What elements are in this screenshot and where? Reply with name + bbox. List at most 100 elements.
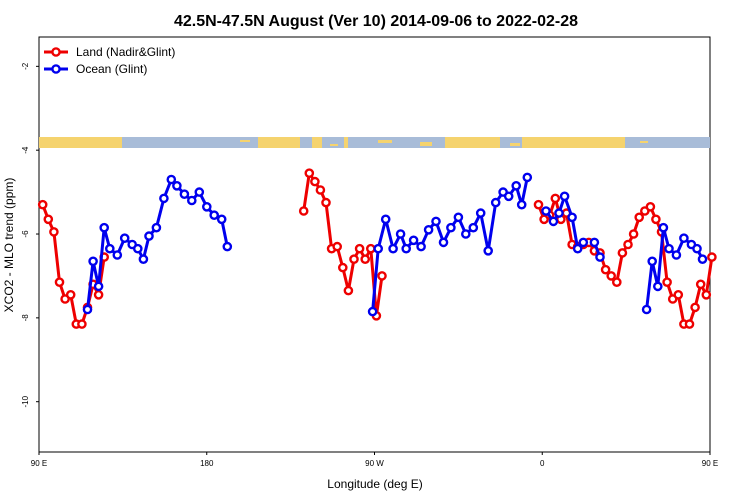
data-point	[623, 239, 633, 250]
data-point	[65, 289, 76, 300]
y-tick-label: -4	[21, 146, 30, 154]
data-point	[559, 191, 570, 202]
mask-land-band	[344, 137, 348, 148]
data-point	[589, 237, 600, 248]
data-point	[179, 189, 190, 199]
data-point	[105, 243, 115, 254]
data-point	[554, 208, 564, 218]
data-point	[112, 250, 123, 260]
mask-land-band	[522, 137, 625, 148]
series-line	[86, 178, 229, 310]
data-point	[93, 281, 104, 292]
data-point	[490, 197, 501, 208]
data-point	[82, 304, 93, 315]
data-point	[337, 262, 348, 273]
data-point	[612, 277, 622, 288]
data-point	[298, 206, 309, 216]
data-point	[483, 245, 494, 256]
y-tick-label: -8	[21, 314, 30, 322]
legend: Land (Nadir&Glint) Ocean (Glint)	[44, 45, 175, 76]
x-tick-label: 180	[200, 459, 214, 468]
data-point	[377, 271, 387, 281]
mask-land-speck	[100, 142, 112, 145]
data-point	[144, 231, 154, 241]
data-point	[503, 191, 514, 202]
data-point	[617, 248, 628, 258]
y-tick-label: -6	[21, 230, 30, 238]
data-point	[360, 254, 371, 265]
data-point	[99, 222, 109, 233]
data-point	[88, 256, 98, 267]
mask-ocean-band	[39, 137, 710, 148]
data-point	[595, 252, 605, 262]
data-point	[701, 289, 712, 300]
data-point	[431, 216, 441, 227]
data-point	[628, 229, 639, 239]
data-point	[151, 222, 162, 233]
x-tick-label: 90 W	[365, 459, 384, 468]
data-point	[43, 214, 54, 225]
data-point	[475, 208, 486, 218]
data-point	[578, 237, 589, 248]
data-point	[673, 289, 684, 300]
data-point	[119, 233, 130, 243]
data-point	[423, 224, 434, 235]
data-point	[401, 243, 412, 254]
data-point	[54, 277, 65, 288]
series-layer	[37, 168, 717, 329]
data-point	[468, 222, 479, 233]
data-point	[690, 302, 700, 313]
data-point	[679, 233, 689, 243]
mask-land-band	[445, 137, 500, 148]
data-point	[332, 241, 343, 252]
data-point	[664, 243, 674, 254]
data-point	[201, 201, 212, 212]
legend-land-marker	[51, 47, 61, 57]
data-point	[354, 243, 365, 254]
data-point	[641, 304, 652, 315]
data-point	[550, 193, 561, 204]
land-ocean-mask-strip	[39, 137, 710, 148]
data-point	[522, 172, 533, 183]
x-axis: 90 E 180 90 W 0 90 E	[31, 452, 718, 468]
x-axis-label: Longitude (deg E)	[327, 477, 422, 491]
data-point	[159, 193, 169, 204]
data-point	[516, 199, 527, 210]
data-point	[653, 281, 663, 292]
mask-land-speck	[330, 144, 338, 146]
mask-land-band	[312, 137, 322, 148]
mask-land-speck	[640, 141, 648, 143]
data-point	[49, 227, 59, 237]
data-point	[684, 319, 695, 329]
chart-title: 42.5N-47.5N August (Ver 10) 2014-09-06 t…	[174, 13, 578, 30]
data-point	[446, 222, 456, 233]
y-axis-label: XCO2 - MLO trend (ppm)	[2, 178, 16, 313]
data-point	[438, 237, 449, 248]
data-point	[460, 229, 471, 239]
data-point	[367, 306, 378, 317]
data-point	[93, 289, 104, 300]
data-point	[321, 197, 331, 208]
mask-land-band	[39, 137, 122, 148]
data-point	[349, 254, 359, 265]
y-axis: -2 -4 -6 -8 -10	[21, 62, 39, 407]
series-ocean	[82, 172, 708, 317]
mask-land-speck	[420, 142, 432, 146]
data-point	[216, 214, 227, 225]
y-tick-label: -2	[21, 62, 30, 70]
data-point	[194, 187, 205, 197]
data-point	[138, 254, 149, 265]
legend-ocean-marker	[51, 64, 61, 74]
x-tick-label: 90 E	[31, 459, 47, 468]
data-point	[671, 250, 682, 260]
data-point	[697, 254, 708, 265]
data-point	[172, 180, 182, 191]
y-tick-label: -10	[21, 395, 30, 407]
legend-land-label: Land (Nadir&Glint)	[76, 45, 175, 59]
data-point	[647, 256, 658, 267]
data-point	[645, 201, 656, 212]
data-point	[408, 235, 419, 246]
data-point	[695, 279, 706, 290]
data-point	[634, 212, 645, 223]
